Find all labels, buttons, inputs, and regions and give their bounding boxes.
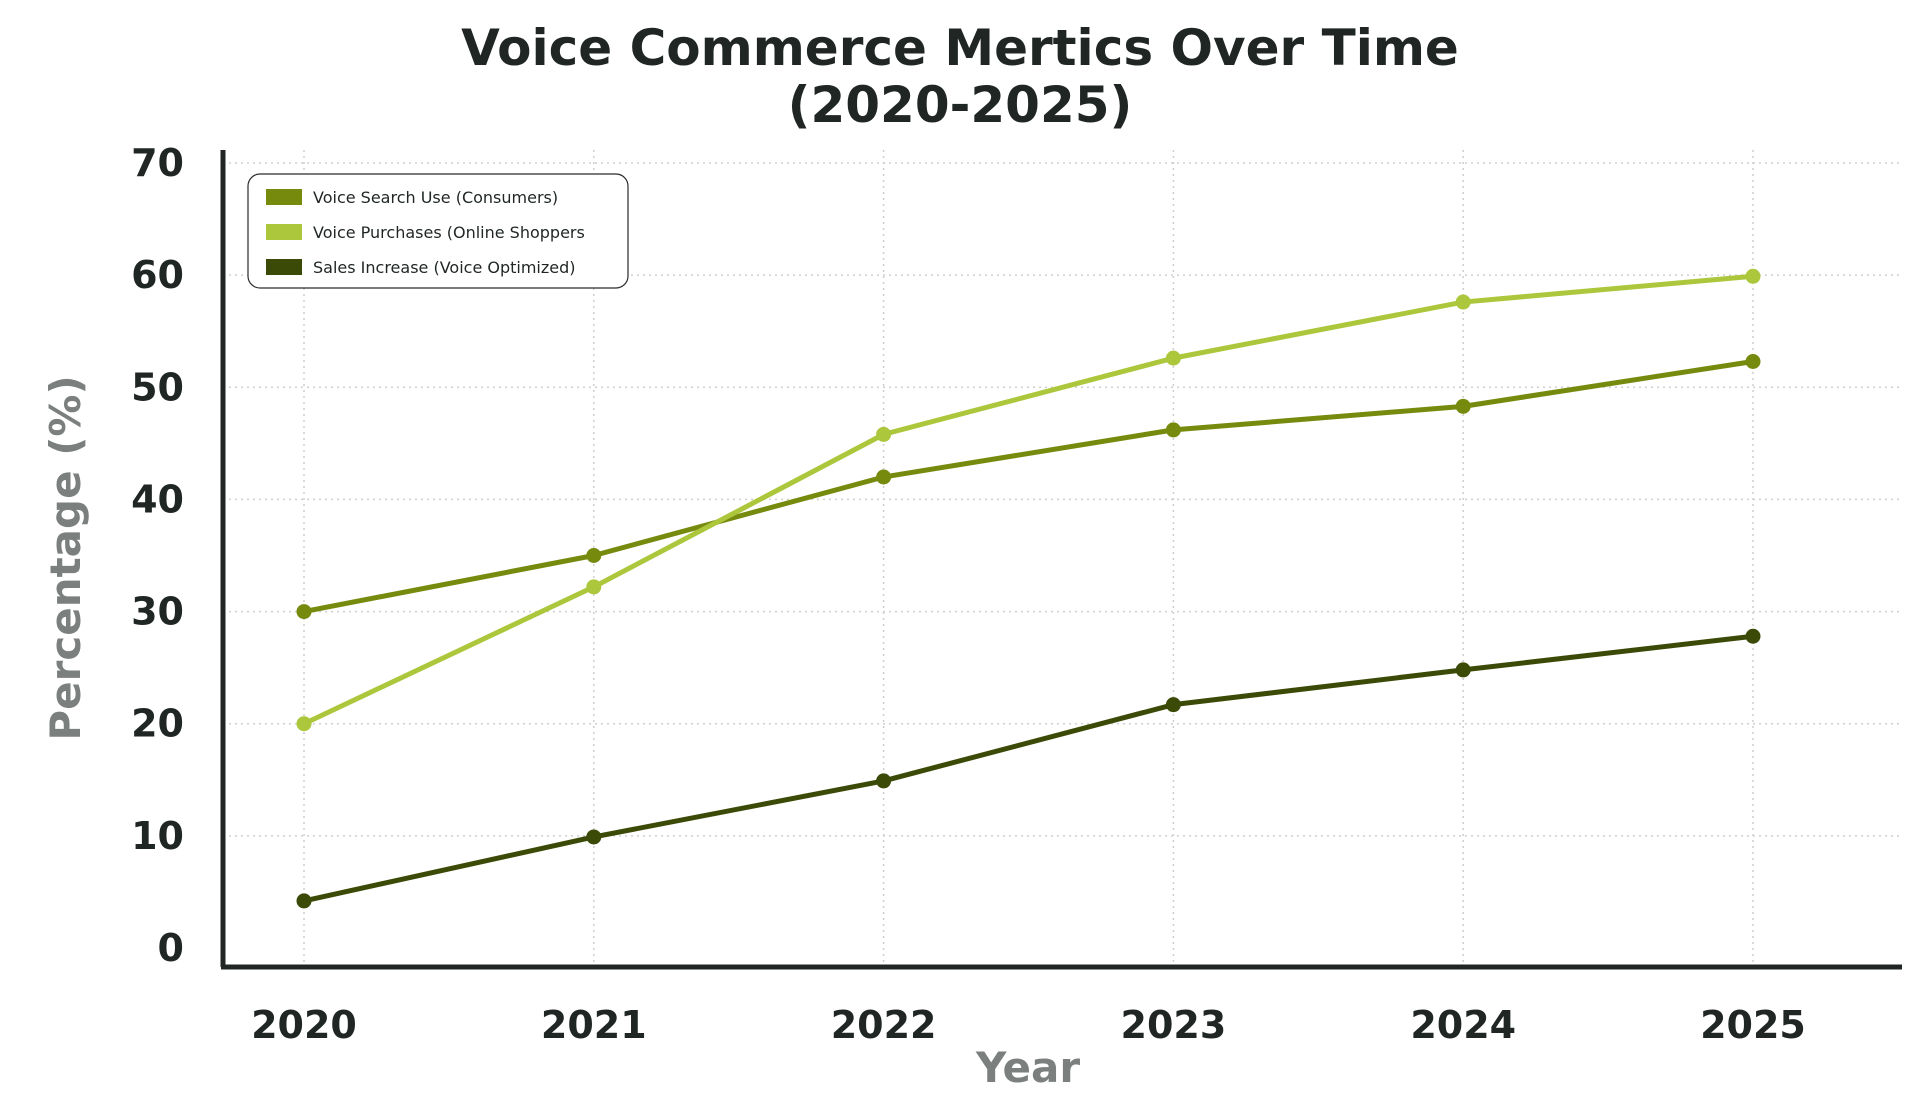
data-point: [1745, 268, 1761, 284]
x-tick-label: 2024: [1410, 1003, 1516, 1047]
y-tick-label: 30: [131, 590, 184, 634]
data-point: [1165, 422, 1181, 438]
data-point: [876, 773, 892, 789]
data-point: [1165, 697, 1181, 713]
series-line-3: [301, 633, 1756, 904]
grid-lines: [223, 150, 1902, 967]
x-tick-label: 2020: [251, 1003, 357, 1047]
series-line-2: [301, 273, 1756, 727]
data-point: [296, 716, 312, 732]
data-point: [1455, 662, 1471, 678]
x-tick-label: 2021: [541, 1003, 647, 1047]
x-axis-label: Year: [975, 1043, 1080, 1092]
chart-title-line-1: Voice Commerce Mertics Over Time: [461, 19, 1459, 77]
x-tick-label: 2022: [831, 1003, 937, 1047]
x-tick-label: 2025: [1700, 1003, 1806, 1047]
data-point: [296, 604, 312, 620]
data-point: [586, 579, 602, 595]
legend-label: Voice Purchases (Online Shoppers: [313, 223, 585, 242]
data-point: [586, 548, 602, 563]
y-tick-label: 60: [131, 253, 184, 297]
y-tick-label: 0: [158, 926, 184, 970]
legend-swatch: [266, 189, 302, 205]
legend-swatch: [266, 259, 302, 275]
series-group: [296, 268, 1761, 909]
legend: Voice Search Use (Consumers) Voice Purcha…: [247, 173, 629, 289]
y-tick-labels: 0 10 20 30 40 50 60 70: [131, 141, 184, 970]
data-point: [1455, 294, 1471, 310]
x-tick-labels: 2020 2021 2022 2023 2024 2025: [251, 1003, 1806, 1047]
y-axis-label: Percentage (%): [41, 375, 90, 740]
series-line-1: [301, 358, 1756, 615]
legend-label: Voice Search Use (Consumers): [313, 188, 558, 207]
legend-swatch: [266, 224, 302, 240]
y-tick-label: 10: [131, 814, 184, 858]
data-point: [876, 469, 892, 485]
y-tick-label: 40: [131, 477, 184, 521]
data-point: [1165, 350, 1181, 366]
data-point: [296, 893, 312, 909]
legend-label: Sales Increase (Voice Optimized): [313, 258, 576, 277]
y-tick-label: 70: [131, 141, 184, 185]
y-tick-label: 20: [131, 702, 184, 746]
chart-title-line-2: (2020-2025): [788, 76, 1133, 134]
y-tick-label: 50: [131, 365, 184, 409]
x-tick-label: 2023: [1121, 1003, 1227, 1047]
data-point: [876, 426, 892, 442]
data-point: [1745, 353, 1761, 369]
data-point: [1745, 628, 1761, 644]
legend-box: [247, 173, 629, 289]
data-point: [586, 829, 602, 845]
data-point: [1455, 398, 1471, 414]
